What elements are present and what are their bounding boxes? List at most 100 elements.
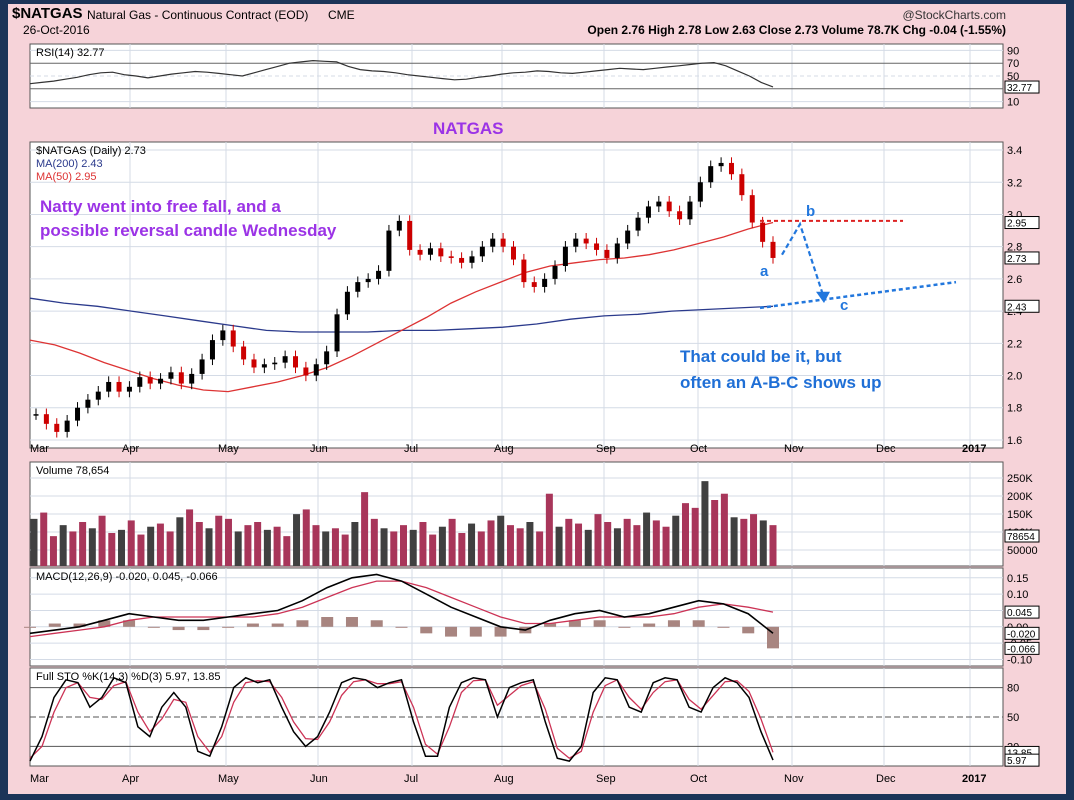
volume-bar xyxy=(234,531,242,566)
axis-month-bottom: Apr xyxy=(122,773,139,785)
volume-bar xyxy=(156,523,164,566)
price-candle xyxy=(303,367,309,376)
sto-k-line xyxy=(29,676,774,762)
annotation-abc-line2: often an A-B-C shows up xyxy=(680,373,881,392)
price-candle xyxy=(313,364,319,376)
price-candle xyxy=(334,314,340,352)
price-candle xyxy=(604,249,610,258)
price-tick-label: 2.6 xyxy=(1007,274,1022,286)
volume-bar xyxy=(643,512,651,566)
quote-summary: Open 2.76 High 2.78 Low 2.63 Close 2.73 … xyxy=(587,23,1006,37)
symbol-title: $NATGAS xyxy=(12,5,83,22)
macd-tick-label: 0.15 xyxy=(1007,573,1028,585)
axis-month-bottom: Dec xyxy=(876,773,896,785)
volume-bar xyxy=(331,528,339,566)
macd-value-label: -0.066 xyxy=(1007,644,1036,655)
price-candle xyxy=(85,399,91,408)
price-candle xyxy=(344,291,350,315)
macd-panel: 0.150.100.050.00-0.05-0.100.045-0.020-0.… xyxy=(24,567,1040,667)
macd-histogram-bar xyxy=(197,626,210,631)
volume-bar xyxy=(497,515,505,566)
price-candle xyxy=(677,211,683,220)
price-candle xyxy=(521,259,527,283)
volume-bar xyxy=(458,533,466,566)
macd-histogram-bar xyxy=(24,626,36,628)
rsi-tick-label: 50 xyxy=(1007,71,1019,83)
macd-value-marker xyxy=(1004,641,1040,655)
abc-projection-path xyxy=(781,221,825,296)
macd-histogram-bar xyxy=(618,626,631,628)
volume-bar xyxy=(594,514,602,566)
price-value-marker xyxy=(1004,251,1040,265)
volume-bar xyxy=(604,522,612,566)
volume-bar xyxy=(672,515,680,566)
sto-value-marker xyxy=(1004,753,1040,767)
rsi-tick-label: 90 xyxy=(1007,45,1019,57)
volume-tick-label: 250K xyxy=(1007,473,1033,485)
price-tick-label: 2.2 xyxy=(1007,338,1022,350)
axis-month-top: Jun xyxy=(310,443,328,455)
volume-bar xyxy=(759,520,767,566)
price-candle xyxy=(708,166,714,183)
ma50-legend: MA(50) 2.95 xyxy=(36,171,97,183)
price-candle xyxy=(95,391,101,400)
price-candle xyxy=(241,346,247,360)
macd-histogram-bar xyxy=(469,626,482,637)
axis-month-top: Apr xyxy=(122,443,139,455)
volume-bar xyxy=(769,525,777,566)
ma50-line xyxy=(29,221,774,393)
price-candle xyxy=(594,243,600,250)
axis-month-bottom: Aug xyxy=(494,773,514,785)
volume-bar xyxy=(429,534,437,566)
volume-legend: Volume 78,654 xyxy=(36,465,109,477)
price-candle xyxy=(209,340,215,360)
price-candle xyxy=(75,407,81,421)
abc-arrowhead xyxy=(816,291,830,304)
macd-histogram-bar xyxy=(147,626,160,628)
axis-month-top: Sep xyxy=(596,443,616,455)
price-candle xyxy=(562,246,568,267)
price-candle xyxy=(479,246,485,257)
volume-bar xyxy=(205,528,213,566)
price-candle xyxy=(697,182,703,202)
price-tick-label: 2.8 xyxy=(1007,242,1022,254)
price-candle xyxy=(770,241,776,258)
volume-bar xyxy=(30,518,38,566)
volume-bar xyxy=(409,529,417,566)
price-candle xyxy=(510,246,516,260)
price-candle xyxy=(147,377,153,384)
volume-bar xyxy=(380,528,388,566)
price-candle xyxy=(552,266,558,279)
price-candle xyxy=(687,201,693,220)
chart-frame: $NATGAS Natural Gas - Continuous Contrac… xyxy=(8,4,1066,794)
price-tick-label: 2.0 xyxy=(1007,371,1022,383)
macd-histogram-bar xyxy=(692,620,705,627)
volume-bar xyxy=(506,525,514,566)
volume-bar xyxy=(691,507,699,566)
price-background xyxy=(29,141,1004,449)
price-candle xyxy=(739,174,745,196)
volume-bar xyxy=(536,531,544,566)
price-value-label: 2.43 xyxy=(1007,302,1027,313)
price-candle xyxy=(427,248,433,255)
price-candle xyxy=(106,381,112,392)
macd-tick-label: 0.10 xyxy=(1007,589,1028,601)
price-candle xyxy=(365,278,371,283)
macd-line xyxy=(29,573,774,635)
volume-bar xyxy=(750,514,758,566)
macd-histogram-bar xyxy=(420,626,433,634)
price-candle xyxy=(448,256,454,258)
price-candle xyxy=(293,356,299,368)
price-candle xyxy=(728,162,734,175)
stockcharts-watermark: @StockCharts.com xyxy=(902,8,1006,22)
volume-bar xyxy=(108,533,116,566)
price-candle xyxy=(355,282,361,292)
sto-tick-label: 50 xyxy=(1007,712,1019,724)
volume-bar xyxy=(740,518,748,566)
axis-month-top: Dec xyxy=(876,443,896,455)
axis-month-top: Oct xyxy=(690,443,707,455)
volume-bar xyxy=(652,520,660,566)
ma200-projection-line xyxy=(759,280,957,310)
price-tick-label: 1.6 xyxy=(1007,435,1022,447)
